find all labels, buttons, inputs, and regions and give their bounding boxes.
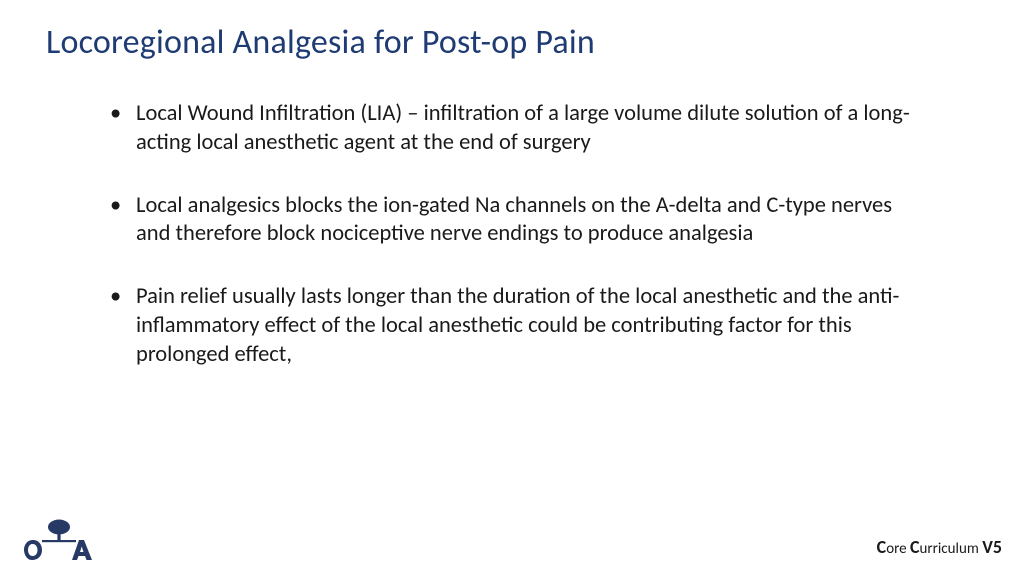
- footer-version: V5: [982, 536, 1002, 558]
- slide: Locoregional Analgesia for Post-op Pain …: [0, 0, 1024, 576]
- bullet-item: Pain relief usually lasts longer than th…: [110, 283, 925, 369]
- footer-text: urriculum: [920, 540, 983, 558]
- footer-label: Core Curriculum V5: [877, 536, 1002, 558]
- slide-title: Locoregional Analgesia for Post-op Pain: [46, 22, 595, 63]
- footer-cap: C: [910, 536, 920, 558]
- ota-logo-icon: [24, 518, 94, 562]
- ota-logo-svg: [24, 518, 94, 562]
- slide-body: Local Wound Infiltration (LIA) – infiltr…: [110, 100, 925, 404]
- footer-cap: C: [877, 536, 887, 558]
- bullet-item: Local Wound Infiltration (LIA) – infiltr…: [110, 100, 925, 158]
- footer-text: ore: [886, 540, 910, 558]
- bullet-item: Local analgesics blocks the ion-gated Na…: [110, 192, 925, 250]
- bullet-list: Local Wound Infiltration (LIA) – infiltr…: [110, 100, 925, 370]
